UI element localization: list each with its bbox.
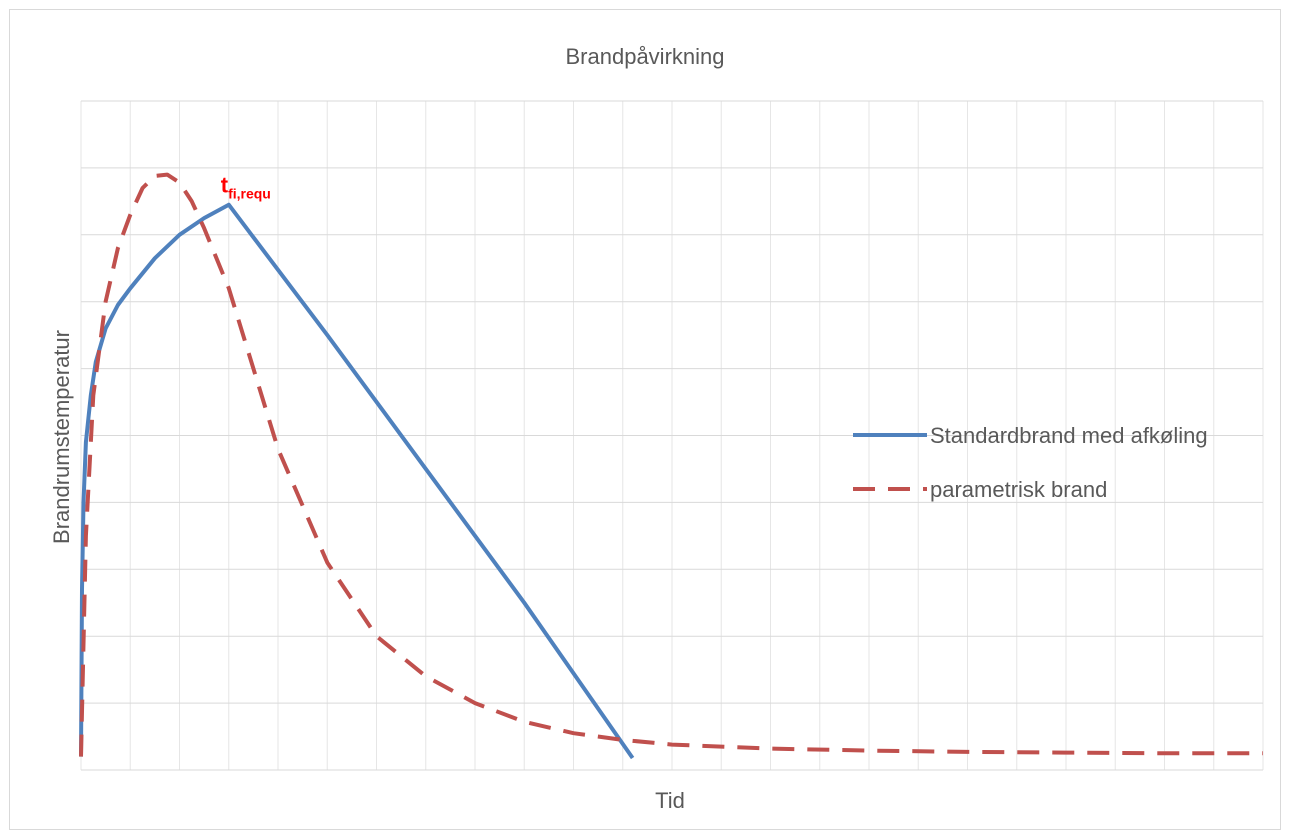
y-axis-label: Brandrumstemperatur	[49, 330, 74, 544]
legend: Standardbrand med afkøling parametrisk br…	[853, 423, 1208, 502]
series-group	[79, 172, 1263, 760]
series-line-standardbrand	[79, 202, 635, 760]
x-axis-label: Tid	[655, 788, 685, 813]
series-line-parametrisk	[79, 172, 1263, 757]
chart-frame	[9, 9, 1281, 830]
annotation-subscript: fi,requ	[228, 186, 271, 202]
legend-label-standardbrand: Standardbrand med afkøling	[930, 423, 1208, 448]
legend-label-parametrisk: parametrisk brand	[930, 477, 1107, 502]
chart-title: Brandpåvirkning	[566, 44, 725, 69]
